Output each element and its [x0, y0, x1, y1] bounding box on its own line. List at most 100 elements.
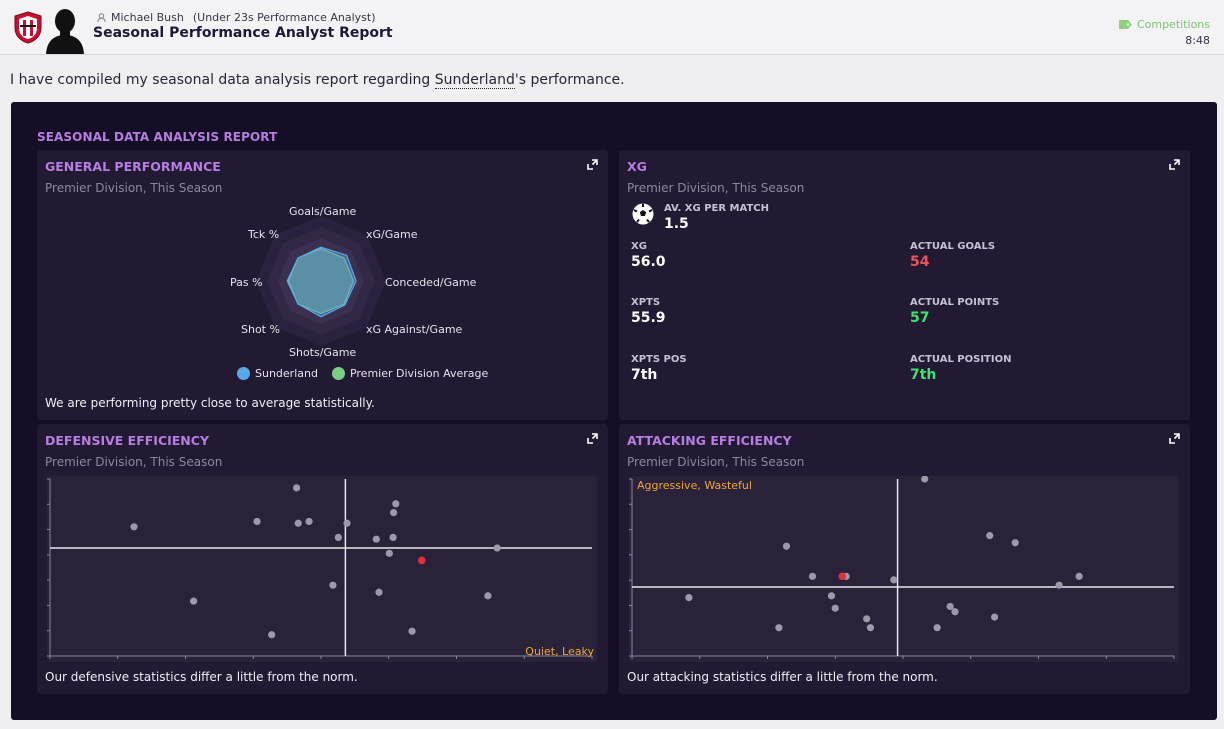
- panel-summary: Our defensive statistics differ a little…: [45, 670, 358, 684]
- legend-swatch: [237, 367, 250, 380]
- actual-points-stat: ACTUAL POINTS 57: [910, 297, 999, 326]
- radar-axis-label: Conceded/Game: [385, 276, 477, 289]
- tag-icon: [1118, 20, 1132, 29]
- quadrant-label: Aggressive, Wasteful: [637, 479, 752, 492]
- radar-legend: Sunderland Premier Division Average: [237, 367, 488, 380]
- scatter-point: [268, 631, 276, 639]
- avatar: [46, 9, 84, 54]
- stat-label: XPTS POS: [631, 354, 687, 365]
- scatter-point: [921, 476, 929, 483]
- stat-label: ACTUAL GOALS: [910, 241, 996, 252]
- radar-axis-label: Shot %: [241, 323, 280, 336]
- scatter-chart: [629, 476, 1175, 659]
- radar-chart: [256, 216, 386, 346]
- attacking-scatter-plot: Aggressive, Wasteful: [629, 476, 1179, 662]
- actual-goals-stat: ACTUAL GOALS 54: [910, 241, 995, 270]
- intro-before: I have compiled my seasonal data analysi…: [10, 72, 435, 88]
- scatter-point: [1055, 581, 1063, 589]
- legend-label: Sunderland: [255, 367, 318, 380]
- panel-summary: Our attacking statistics differ a little…: [627, 670, 938, 684]
- stat-value: 56.0: [631, 254, 666, 270]
- panel-subtitle: Premier Division, This Season: [45, 181, 223, 195]
- radar-series: [286, 246, 357, 318]
- scatter-point: [946, 602, 954, 611]
- scatter-point: [685, 593, 693, 602]
- stat-value: 7th: [910, 367, 937, 383]
- scatter-point: [372, 535, 380, 543]
- intro-text: I have compiled my seasonal data analysi…: [10, 72, 625, 89]
- radar-axis-label: Shots/Game: [289, 346, 357, 359]
- scatter-point: [493, 544, 501, 552]
- defensive-scatter-plot: Quiet, Leaky: [47, 476, 597, 662]
- xpts-stat: XPTS 55.9: [631, 297, 666, 326]
- panel-subtitle: Premier Division, This Season: [45, 455, 223, 469]
- scatter-point: [334, 533, 342, 542]
- sender-role: (Under 23s Performance Analyst): [192, 11, 376, 24]
- stat-label: XG: [631, 241, 647, 252]
- legend-label: Premier Division Average: [349, 367, 489, 380]
- legend-item-sunderland[interactable]: Sunderland: [237, 367, 318, 380]
- scatter-point: [808, 572, 817, 580]
- scatter-point: [484, 592, 492, 600]
- scatter-point: [782, 542, 791, 550]
- scatter-point: [343, 519, 351, 527]
- radar-axis-label: xG/Game: [366, 228, 418, 241]
- competitions-link[interactable]: Competitions: [1118, 18, 1210, 31]
- message-subject: Seasonal Performance Analyst Report: [93, 25, 393, 41]
- scatter-point: [1011, 539, 1019, 547]
- stat-value: 54: [910, 254, 930, 270]
- scatter-point: [890, 576, 898, 584]
- panel-title: GENERAL PERFORMANCE: [45, 159, 221, 174]
- stat-value: 57: [910, 310, 930, 326]
- radar-axis-label: Pas %: [230, 276, 263, 289]
- scatter-point: [253, 517, 261, 526]
- competitions-label[interactable]: Competitions: [1136, 18, 1210, 31]
- scatter-point: [866, 624, 875, 632]
- stat-value: 55.9: [631, 310, 666, 326]
- sender-name[interactable]: Michael Bush: [111, 11, 184, 24]
- scatter-point: [329, 581, 337, 589]
- expand-icon[interactable]: [587, 433, 598, 444]
- scatter-point: [408, 627, 416, 635]
- actual-position-stat: ACTUAL POSITION 7th: [910, 354, 1011, 383]
- scatter-point: [863, 615, 871, 623]
- scatter-point: [827, 592, 836, 600]
- quadrant-label: Quiet, Leaky: [525, 645, 594, 658]
- panel-subtitle: Premier Division, This Season: [627, 181, 805, 195]
- radar-axis-label: xG Against/Game: [366, 323, 463, 336]
- club-link[interactable]: Sunderland: [434, 72, 515, 89]
- stat-label: XPTS: [631, 297, 661, 308]
- sender-line: Michael Bush (Under 23s Performance Anal…: [97, 11, 376, 24]
- radar-grid-ring: [288, 248, 354, 314]
- expand-icon[interactable]: [587, 159, 598, 170]
- xpts-pos-stat: XPTS POS 7th: [631, 354, 687, 383]
- scatter-point-sunderland: [838, 572, 847, 581]
- scatter-point: [130, 523, 138, 531]
- radar-axis-label: Goals/Game: [289, 205, 357, 218]
- panel-subtitle: Premier Division, This Season: [627, 455, 805, 469]
- stat-value: 1.5: [664, 216, 689, 232]
- scatter-point: [933, 624, 941, 632]
- report-container: SEASONAL DATA ANALYSIS REPORT GENERAL PE…: [11, 102, 1217, 720]
- scatter-point: [385, 549, 393, 557]
- football-icon: [632, 203, 654, 225]
- scatter-point: [390, 509, 398, 517]
- expand-icon[interactable]: [1169, 433, 1180, 444]
- stat-value: 7th: [631, 367, 658, 383]
- stat-label: AV. XG PER MATCH: [664, 203, 769, 214]
- expand-icon[interactable]: [1169, 159, 1180, 170]
- scatter-point: [831, 604, 839, 612]
- defensive-efficiency-panel: DEFENSIVE EFFICIENCY Premier Division, T…: [37, 424, 608, 694]
- intro-after: 's performance.: [514, 72, 625, 88]
- scatter-point: [1075, 572, 1083, 580]
- scatter-point: [990, 613, 999, 621]
- message-header: Michael Bush (Under 23s Performance Anal…: [0, 0, 1224, 55]
- legend-item-average[interactable]: Premier Division Average: [331, 367, 489, 380]
- scatter-point: [293, 484, 301, 492]
- scatter-point: [775, 624, 783, 632]
- scatter-point: [389, 533, 397, 542]
- general-performance-panel: GENERAL PERFORMANCE Premier Division, Th…: [37, 150, 608, 420]
- scatter-chart: [47, 478, 593, 659]
- scatter-point: [392, 500, 400, 508]
- message-time: 8:48: [1185, 34, 1210, 47]
